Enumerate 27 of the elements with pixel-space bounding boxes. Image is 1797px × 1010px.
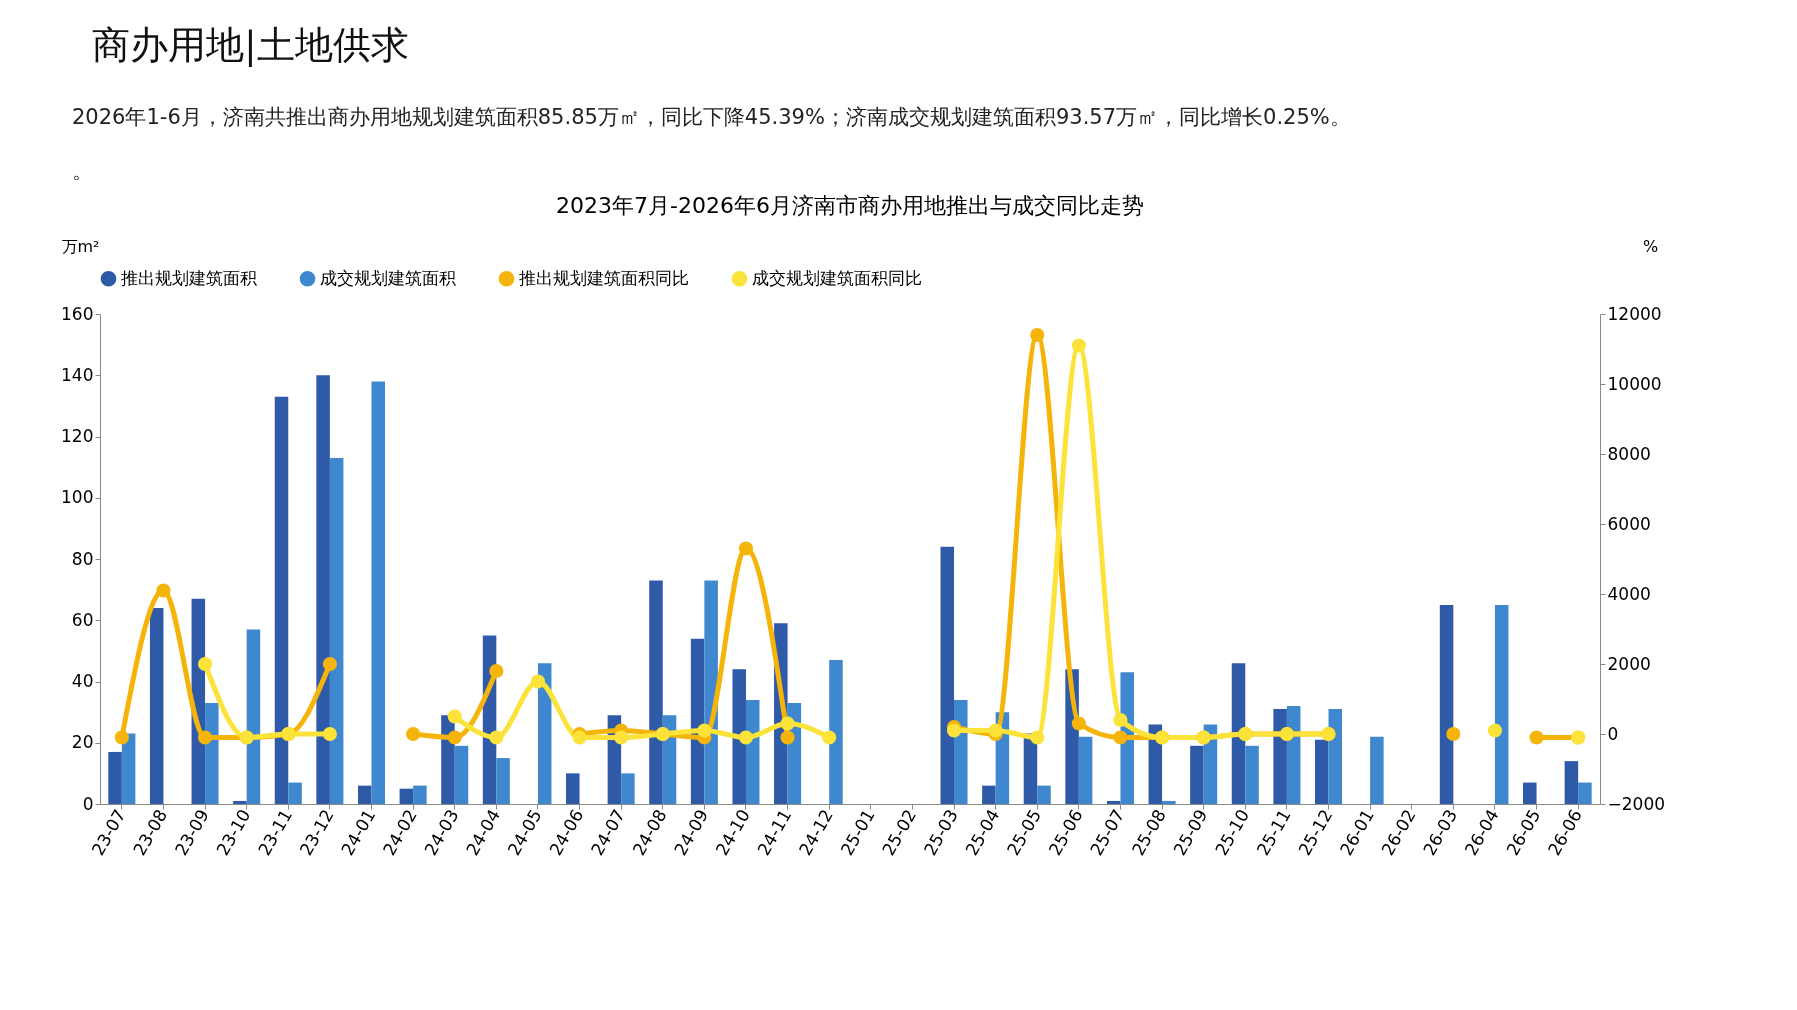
y-tick-label: 140 (61, 364, 94, 385)
legend-label: 成交规划建筑面积同比 (752, 267, 922, 288)
y-tick-label: 80 (71, 548, 94, 569)
y-tick-label: 0 (82, 793, 94, 814)
y2-tick-label: 8000 (1607, 443, 1651, 464)
y-tick-label: 60 (71, 609, 94, 630)
y-axis-title: 万m² (61, 236, 100, 256)
y2-tick-label: 2000 (1607, 653, 1651, 674)
y2-tick-label: −2000 (1607, 793, 1666, 814)
y2-axis-title: % (1642, 236, 1659, 256)
y-tick-label: 40 (71, 671, 94, 691)
y-tick-label: 20 (71, 732, 94, 753)
y-tick-label: 120 (61, 426, 94, 446)
chart-title: 2023年7月-2026年6月济南市商办用地推出与成交同比走势 (556, 193, 1144, 218)
y-tick-label: 100 (61, 487, 94, 508)
legend-label: 推出规划建筑面积 (121, 267, 257, 288)
y2-tick-label: 10000 (1607, 373, 1662, 394)
text: 商办用地|土地供求 (92, 23, 409, 67)
text: 。 (71, 158, 94, 185)
y-tick-label: 160 (61, 303, 94, 324)
legend-label: 成交规划建筑面积 (320, 267, 456, 288)
y2-tick-label: 4000 (1607, 583, 1651, 604)
y2-tick-label: 6000 (1607, 513, 1651, 534)
text: 2026年1-6月，济南共推出商办用地规划建筑面积85.85万㎡，同比下降45.39%；济南成交规划建筑面积93.57万㎡，同比增长0.25%。 (72, 105, 1351, 129)
y2-tick-label: 12000 (1607, 303, 1662, 324)
legend-label: 推出规划建筑面积同比 (519, 267, 689, 288)
y2-tick-label: 0 (1607, 723, 1619, 744)
